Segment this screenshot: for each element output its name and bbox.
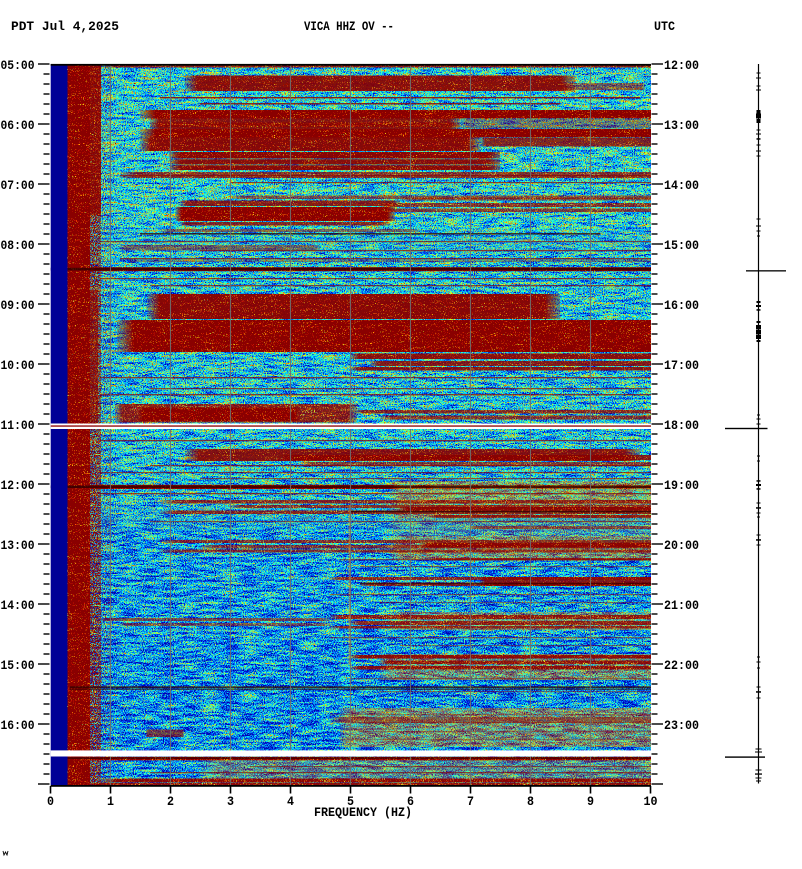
svg-text:16:00: 16:00	[1, 718, 35, 733]
svg-text:10:00: 10:00	[1, 358, 35, 373]
svg-text:0: 0	[47, 794, 54, 809]
svg-text:22:00: 22:00	[664, 658, 699, 673]
svg-text:14:00: 14:00	[1, 598, 35, 613]
svg-text:07:00: 07:00	[1, 178, 35, 193]
svg-text:2: 2	[167, 794, 174, 809]
svg-text:10: 10	[644, 794, 658, 809]
svg-text:06:00: 06:00	[1, 118, 35, 133]
svg-text:4: 4	[287, 794, 294, 809]
svg-text:13:00: 13:00	[1, 538, 35, 553]
svg-text:21:00: 21:00	[664, 598, 699, 613]
svg-text:14:00: 14:00	[664, 178, 699, 193]
svg-text:6: 6	[407, 794, 414, 809]
svg-text:15:00: 15:00	[1, 658, 35, 673]
svg-text:VICA HHZ OV --: VICA HHZ OV --	[304, 20, 394, 34]
svg-text:18:00: 18:00	[664, 418, 699, 433]
svg-text:19:00: 19:00	[664, 478, 699, 493]
svg-text:16:00: 16:00	[664, 298, 699, 313]
svg-text:17:00: 17:00	[664, 358, 699, 373]
svg-text:11:00: 11:00	[1, 418, 35, 433]
svg-text:09:00: 09:00	[1, 298, 35, 313]
svg-text:PDT Jul 4,2025: PDT Jul 4,2025	[11, 20, 119, 34]
svg-text:13:00: 13:00	[664, 118, 699, 133]
svg-text:UTC: UTC	[654, 20, 675, 34]
svg-text:8: 8	[527, 794, 534, 809]
svg-text:7: 7	[467, 794, 474, 809]
svg-text:3: 3	[227, 794, 234, 809]
svg-text:20:00: 20:00	[664, 538, 699, 553]
svg-text:23:00: 23:00	[664, 718, 699, 733]
svg-text:FREQUENCY (HZ): FREQUENCY (HZ)	[314, 805, 412, 820]
svg-text:9: 9	[587, 794, 594, 809]
svg-text:12:00: 12:00	[1, 478, 35, 493]
svg-text:08:00: 08:00	[1, 238, 35, 253]
svg-text:5: 5	[347, 794, 354, 809]
svg-text:12:00: 12:00	[664, 58, 699, 73]
svg-text:05:00: 05:00	[1, 58, 35, 73]
svg-text:1: 1	[107, 794, 114, 809]
svg-text:15:00: 15:00	[664, 238, 699, 253]
